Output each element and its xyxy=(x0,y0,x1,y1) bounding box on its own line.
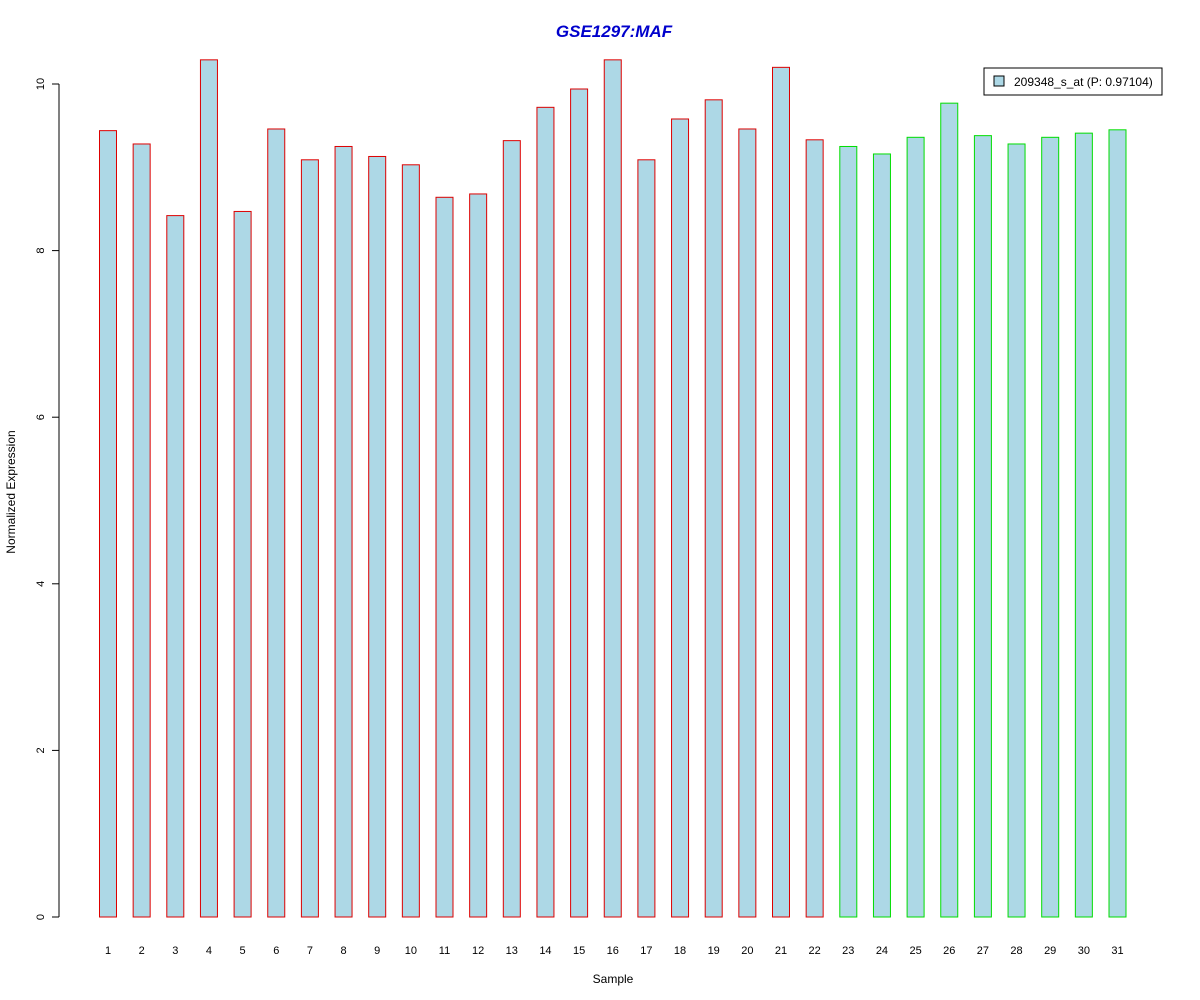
bar-sample-1 xyxy=(99,130,117,918)
legend-swatch xyxy=(993,75,1005,87)
bar-sample-11 xyxy=(435,196,454,918)
bar-sample-6 xyxy=(267,128,286,918)
x-tick-label: 8 xyxy=(340,945,346,957)
x-tick-label: 9 xyxy=(374,945,380,957)
bars xyxy=(99,59,1127,918)
x-tick-label: 15 xyxy=(573,945,585,957)
x-tick-label: 25 xyxy=(909,945,921,957)
bar-sample-19 xyxy=(704,99,723,918)
x-tick-label: 24 xyxy=(876,945,888,957)
bar-sample-27 xyxy=(973,135,992,918)
x-tick-label: 5 xyxy=(240,945,246,957)
x-tick-label: 21 xyxy=(775,945,787,957)
x-axis-label: Sample xyxy=(593,972,634,986)
x-tick-label: 12 xyxy=(472,945,484,957)
chart-title: GSE1297:MAF xyxy=(556,22,673,41)
bar-sample-16 xyxy=(603,59,622,918)
x-tick-label: 31 xyxy=(1111,945,1123,957)
bar-sample-13 xyxy=(502,140,521,918)
bar-sample-9 xyxy=(368,155,387,918)
x-tick-label: 26 xyxy=(943,945,955,957)
bar-sample-12 xyxy=(469,193,488,918)
x-tick-label: 1 xyxy=(105,945,111,957)
x-tick-label: 17 xyxy=(640,945,652,957)
bar-sample-14 xyxy=(536,106,555,918)
bar-sample-20 xyxy=(738,128,757,918)
x-tick-label: 27 xyxy=(977,945,989,957)
legend: 209348_s_at (P: 0.97104) xyxy=(983,67,1163,96)
legend-box xyxy=(983,67,1163,96)
bar-sample-5 xyxy=(233,210,252,918)
bar-sample-29 xyxy=(1041,136,1060,918)
x-tick-label: 29 xyxy=(1044,945,1056,957)
x-tick-label: 3 xyxy=(172,945,178,957)
x-tick-label: 4 xyxy=(206,945,212,957)
x-tick-label: 18 xyxy=(674,945,686,957)
y-tick-label: 8 xyxy=(35,248,47,254)
y-tick-label: 4 xyxy=(35,581,47,587)
y-tick-label: 0 xyxy=(35,914,47,920)
bar-sample-4 xyxy=(199,59,218,918)
y-tick-label: 6 xyxy=(35,414,47,420)
bar-sample-3 xyxy=(166,215,185,918)
bar-sample-17 xyxy=(637,159,656,918)
bar-sample-28 xyxy=(1007,143,1026,918)
x-tick-label: 14 xyxy=(539,945,551,957)
x-tick-label: 11 xyxy=(439,945,450,957)
bar-sample-30 xyxy=(1074,132,1093,918)
x-tick-label: 6 xyxy=(273,945,279,957)
x-tick-label: 2 xyxy=(139,945,145,957)
x-tick-label: 19 xyxy=(708,945,720,957)
bar-sample-2 xyxy=(132,143,151,918)
bar-sample-8 xyxy=(334,145,353,918)
bar-sample-7 xyxy=(300,159,319,918)
bar-sample-26 xyxy=(940,102,959,918)
y-tick-label: 10 xyxy=(35,78,47,90)
x-tick-label: 10 xyxy=(405,945,417,957)
x-tick-label: 22 xyxy=(809,945,821,957)
x-tick-label: 23 xyxy=(842,945,854,957)
bar-sample-22 xyxy=(805,139,824,918)
bar-sample-31 xyxy=(1108,129,1127,918)
x-tick-labels: 1 2 3 4 5 6 7 8 9 10 11 12 13 14 15 16 17 18 19 20 21 22 23 24 2… xyxy=(105,945,1124,957)
bar-sample-21 xyxy=(772,66,790,918)
legend-entry: 209348_s_at (P: 0.97104) xyxy=(1014,75,1153,89)
y-tick-label: 2 xyxy=(35,747,47,753)
bar-sample-25 xyxy=(906,136,925,918)
y-axis: 0 2 4 6 8 10 xyxy=(35,78,60,920)
bar-sample-15 xyxy=(570,88,589,918)
x-tick-label: 13 xyxy=(506,945,518,957)
x-tick-label: 30 xyxy=(1078,945,1090,957)
y-axis-label: Normalized Expression xyxy=(4,430,18,553)
bar-sample-24 xyxy=(872,153,891,918)
bar-sample-23 xyxy=(839,145,858,918)
bar-sample-10 xyxy=(401,164,420,918)
x-tick-label: 20 xyxy=(741,945,753,957)
bar-sample-18 xyxy=(671,118,690,918)
x-tick-label: 16 xyxy=(607,945,619,957)
x-tick-label: 28 xyxy=(1010,945,1022,957)
x-tick-label: 7 xyxy=(307,945,313,957)
